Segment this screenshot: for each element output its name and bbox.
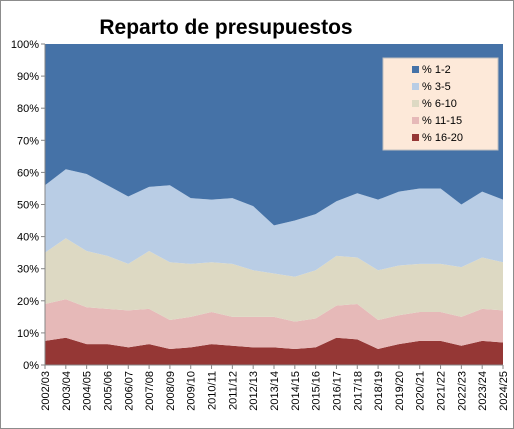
y-tick-label: 80% [17,103,39,115]
legend-label: % 1-2 [422,64,451,76]
y-tick-label: 30% [17,264,39,276]
x-tick-label: 2003/04 [61,371,73,411]
x-tick-label: 2005/06 [102,371,114,411]
y-tick-label: 90% [17,71,39,83]
legend-box [382,57,499,151]
legend-label: % 3-5 [422,81,451,93]
x-tick-label: 2022/23 [456,371,468,411]
legend-swatch [412,134,419,141]
y-tick-label: 60% [17,167,39,179]
x-tick-label: 2010/11 [207,371,219,410]
x-tick-label: 2006/07 [123,371,135,411]
x-tick-label: 2024/25 [498,371,510,411]
x-tick-label: 2014/15 [290,371,302,411]
y-tick-label: 20% [17,296,39,308]
x-tick-label: 2007/08 [144,371,156,411]
area-series-11-15 [45,299,503,349]
legend-label: % 16-20 [422,132,463,144]
y-tick-label: 10% [17,328,39,340]
x-tick-label: 2016/17 [331,371,343,411]
x-tick-label: 2020/21 [415,371,427,411]
x-tick-label: 2008/09 [165,371,177,411]
area-series-16-20 [45,337,503,365]
x-tick-label: 2004/05 [82,371,94,411]
x-tick-label: 2017/18 [352,371,364,411]
y-tick-label: 50% [17,200,39,212]
legend: % 1-2 % 3-5 % 6-10 % 11-15 % 16-20 [382,57,499,151]
legend-swatch [412,83,419,90]
legend-swatch [412,100,419,107]
x-tick-label: 2023/24 [477,371,489,411]
legend-swatch [412,66,419,73]
y-tick-label: 40% [17,232,39,244]
x-tick-label: 2012/13 [248,371,260,411]
chart-title: Reparto de presupuestos [99,16,352,39]
y-tick-label: 0% [23,360,39,372]
y-axis: 0% 10% 20% 30% 40% 50% 60% 70% 80% 90% 100% [11,39,46,372]
x-tick-label: 2015/16 [311,371,323,411]
x-tick-label: 2011/12 [227,371,239,410]
x-tick-label: 2009/10 [186,371,198,411]
x-tick-label: 2018/19 [373,371,385,411]
x-tick-label: 2002/03 [40,371,52,411]
y-tick-label: 100% [11,39,39,51]
x-axis: 2002/03 2003/04 2004/05 2005/06 2006/07 2007/… [40,364,510,411]
area-series-6-10 [45,238,503,322]
legend-swatch [412,117,419,124]
area-series-3-5 [45,169,503,277]
y-tick-label: 70% [17,135,39,147]
legend-label: % 11-15 [422,115,462,127]
legend-label: % 6-10 [422,98,457,110]
x-tick-label: 2013/14 [269,371,281,411]
x-tick-label: 2021/22 [436,371,448,411]
x-tick-label: 2019/20 [394,371,406,411]
